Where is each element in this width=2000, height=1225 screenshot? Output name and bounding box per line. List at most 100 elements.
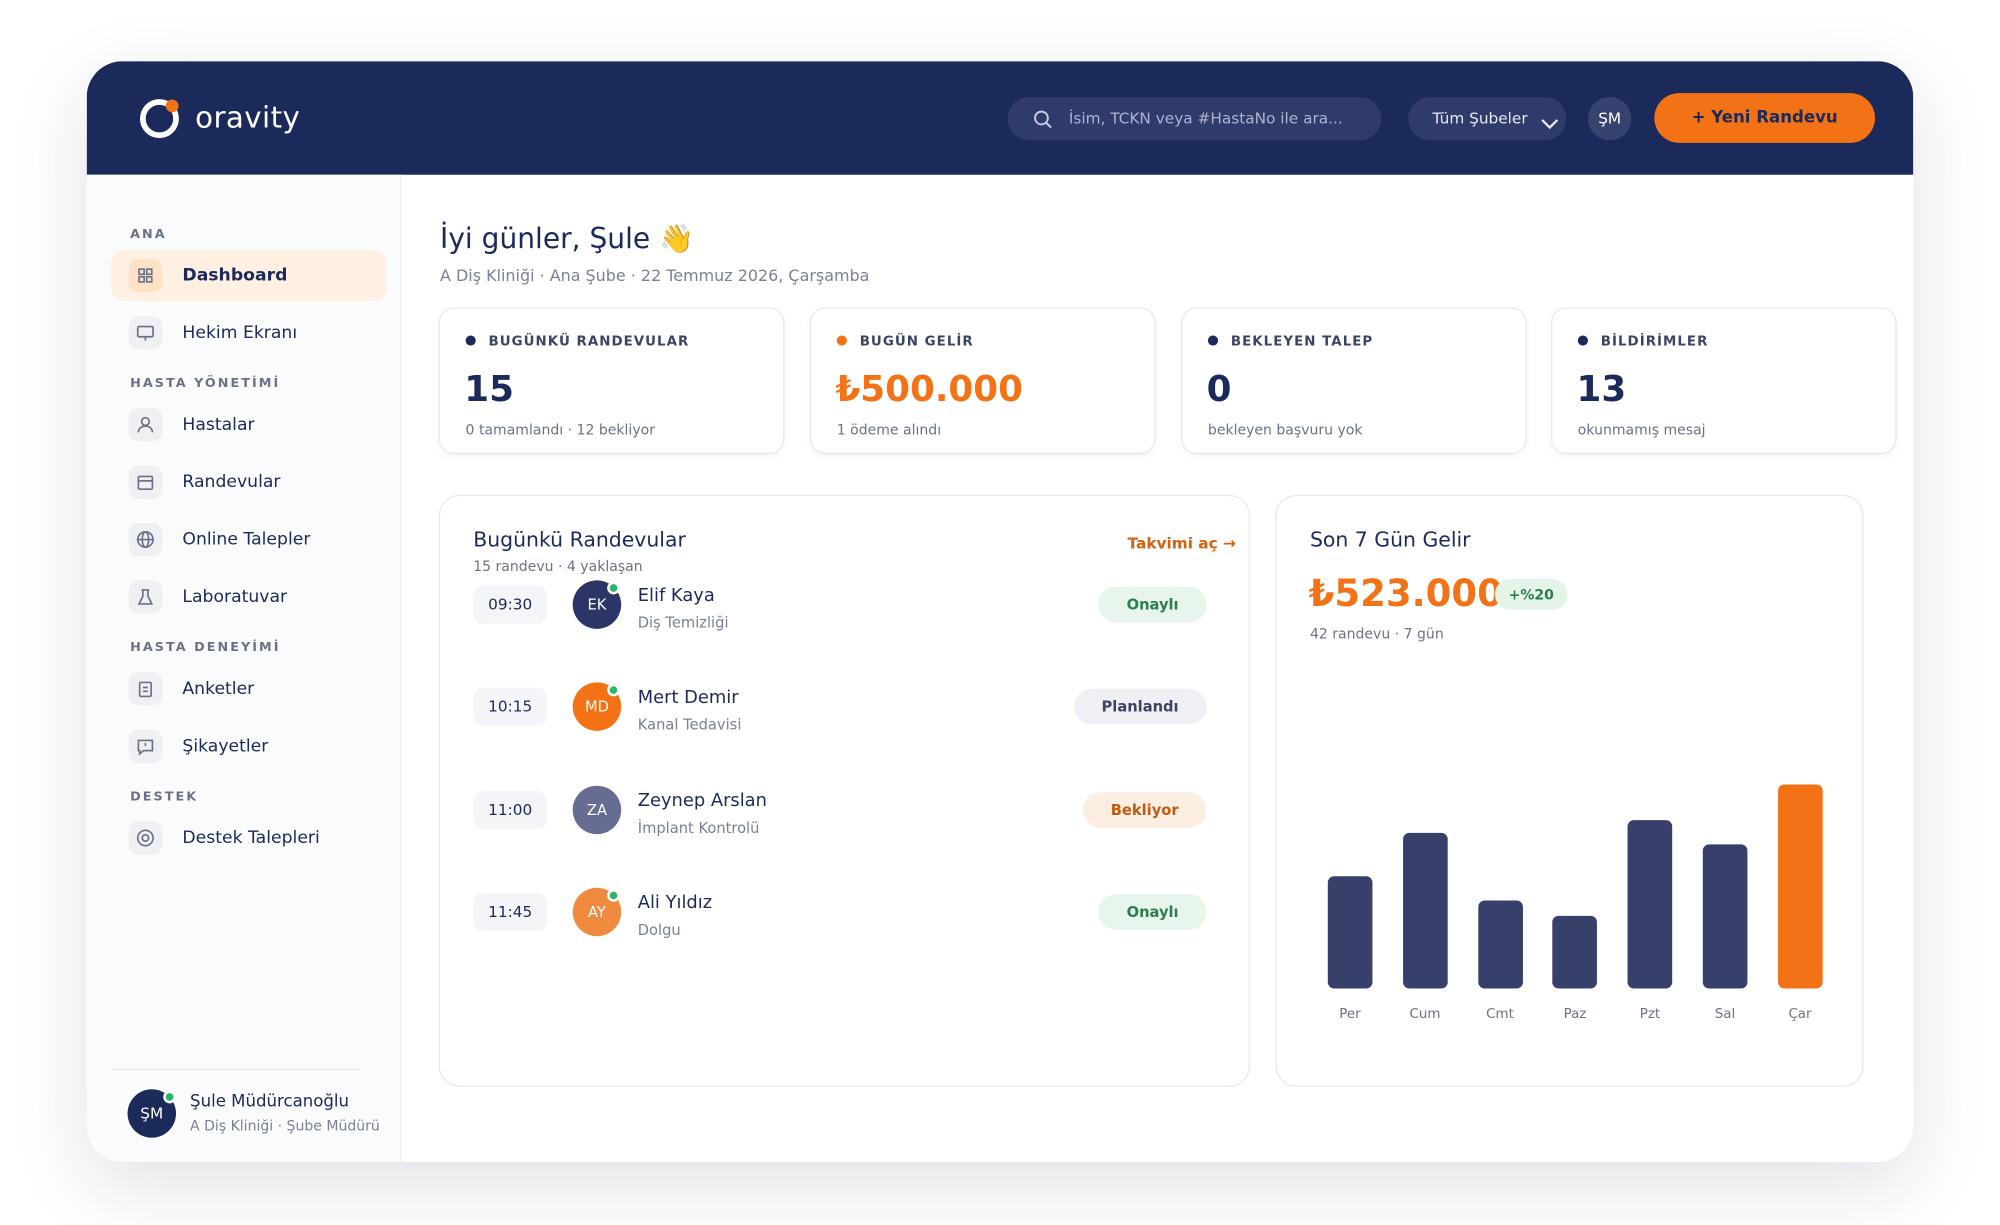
stat-dot (1577, 335, 1589, 346)
nav-icon (128, 580, 162, 614)
online-dot (607, 581, 620, 595)
nav-section-title: HASTA DENEYİMİ (130, 640, 281, 655)
patient-name[interactable]: Ali Yıldız (637, 892, 713, 914)
stat-card (1181, 307, 1527, 455)
nav-icon (128, 672, 162, 706)
stat-dot (465, 335, 476, 346)
new-appointment-button[interactable]: + Yeni Randevu (1654, 93, 1875, 143)
nav-icon (128, 522, 162, 557)
treatment: Kanal Tedavisi (637, 715, 742, 734)
nav-icon (128, 408, 162, 442)
treatment: Diş Temizliği (637, 613, 729, 632)
bar (1627, 820, 1673, 989)
nav-icon-glyph (138, 681, 152, 698)
nav-icon-glyph (137, 475, 154, 490)
bar (1327, 876, 1373, 989)
nav-icon (128, 729, 162, 763)
x-tick-label: Çar (1788, 1006, 1812, 1022)
stat-dot (1207, 335, 1219, 346)
chevron-icon (1541, 119, 1559, 130)
bar (1702, 843, 1748, 989)
status-pill: Planlandı (1073, 689, 1207, 725)
brand: oravity (195, 102, 301, 136)
search-placeholder: İsim, TCKN veya #HastaNo ile ara... (1068, 109, 1343, 128)
stat-value: ₺500.000 (835, 367, 1023, 411)
search-box[interactable]: İsim, TCKN veya #HastaNo ile ara... (1007, 96, 1382, 141)
online-dot (607, 888, 620, 902)
user-avatar: ŞM (127, 1089, 177, 1138)
x-tick-label: Paz (1563, 1006, 1587, 1022)
time-pill: 10:15 (473, 687, 548, 727)
nav-icon-glyph (137, 739, 154, 756)
stat-value: 13 (1576, 367, 1627, 411)
revenue-total: ₺523.000 (1308, 571, 1503, 615)
greeting-subtitle: A Diş Kliniği · Ana Şube · 22 Temmuz 202… (440, 265, 870, 286)
growth-badge: +%20 (1494, 579, 1568, 610)
treatment: Dolgu (637, 920, 681, 939)
calendar-link[interactable]: Takvimi aç → (1127, 534, 1236, 553)
branch-select[interactable]: Tüm Şubeler (1408, 96, 1567, 141)
nav-item[interactable]: Randevular (182, 471, 281, 493)
bar (1552, 916, 1598, 989)
card-title: Son 7 Gün Gelir (1309, 527, 1471, 552)
nav-section-title: HASTA YÖNETİMİ (130, 376, 281, 391)
patient-avatar: AY (572, 887, 622, 937)
stat-label: BEKLEYEN TALEP (1230, 334, 1374, 350)
stat-card (438, 307, 785, 455)
status-pill: Onaylı (1098, 893, 1207, 930)
nav-section-title: DESTEK (130, 790, 199, 805)
x-tick-label: Pzt (1639, 1006, 1661, 1022)
header-avatar[interactable]: ŞM (1588, 96, 1632, 141)
revenue-note: 42 randevu · 7 gün (1309, 625, 1444, 643)
logo-mark (139, 99, 179, 139)
user-role: A Diş Kliniği · Şube Müdürü (190, 1117, 380, 1135)
top-bar (86, 61, 1914, 175)
stat-value: 0 (1206, 367, 1232, 411)
x-tick-label: Cum (1409, 1006, 1441, 1022)
app-window: oravity İsim, TCKN veya #HastaNo ile ara.… (86, 61, 1914, 1162)
patient-name[interactable]: Zeynep Arslan (637, 790, 767, 811)
stat-note: bekleyen başvuru yok (1207, 421, 1363, 439)
nav-item[interactable]: Dashboard (182, 265, 288, 286)
nav-item[interactable]: Hastalar (182, 414, 255, 435)
bar (1477, 899, 1523, 989)
stat-label: BUGÜN GELİR (859, 334, 974, 350)
nav-icon-glyph (137, 416, 154, 433)
status-pill: Bekliyor (1082, 791, 1207, 828)
time-pill: 11:00 (473, 790, 548, 829)
stat-dot (836, 335, 847, 346)
nav-item[interactable]: Laboratuvar (182, 586, 288, 608)
stat-card (809, 307, 1156, 455)
appointments-card (438, 494, 1250, 1087)
nav-icon (128, 821, 162, 855)
x-tick-label: Cmt (1486, 1006, 1514, 1022)
nav-item[interactable]: Online Talepler (182, 529, 311, 550)
nav-item[interactable]: Şikayetler (182, 735, 269, 757)
time-pill: 09:30 (473, 585, 548, 624)
treatment: İmplant Kontrolü (637, 818, 760, 837)
stat-note: 0 tamamlandı · 12 bekliyor (465, 421, 655, 439)
patient-name[interactable]: Elif Kaya (637, 585, 715, 606)
online-dot (163, 1090, 177, 1104)
nav-item[interactable]: Destek Talepleri (182, 827, 320, 849)
nav-item[interactable]: Anketler (182, 678, 255, 699)
stat-label: BUGÜNKÜ RANDEVULAR (488, 334, 690, 350)
patient-name[interactable]: Mert Demir (637, 687, 739, 709)
nav-icon (128, 465, 162, 499)
nav-item[interactable]: Hekim Ekranı (182, 322, 298, 344)
search-icon (1033, 110, 1052, 129)
time-pill: 11:45 (473, 892, 548, 931)
stat-note: okunmamış mesaj (1577, 421, 1706, 439)
nav-icon-glyph (138, 268, 153, 283)
x-tick-label: Per (1339, 1006, 1361, 1022)
nav-icon (128, 258, 162, 293)
bar (1777, 784, 1823, 989)
stat-value: 15 (464, 367, 514, 411)
status-pill: Onaylı (1098, 586, 1207, 623)
nav-icon (128, 316, 162, 350)
user-name: Şule Müdürcanoğlu (190, 1092, 350, 1112)
stat-note: 1 ödeme alındı (836, 421, 942, 439)
greeting-title: İyi günler, Şule 👋 (440, 223, 694, 256)
online-dot (607, 684, 620, 697)
